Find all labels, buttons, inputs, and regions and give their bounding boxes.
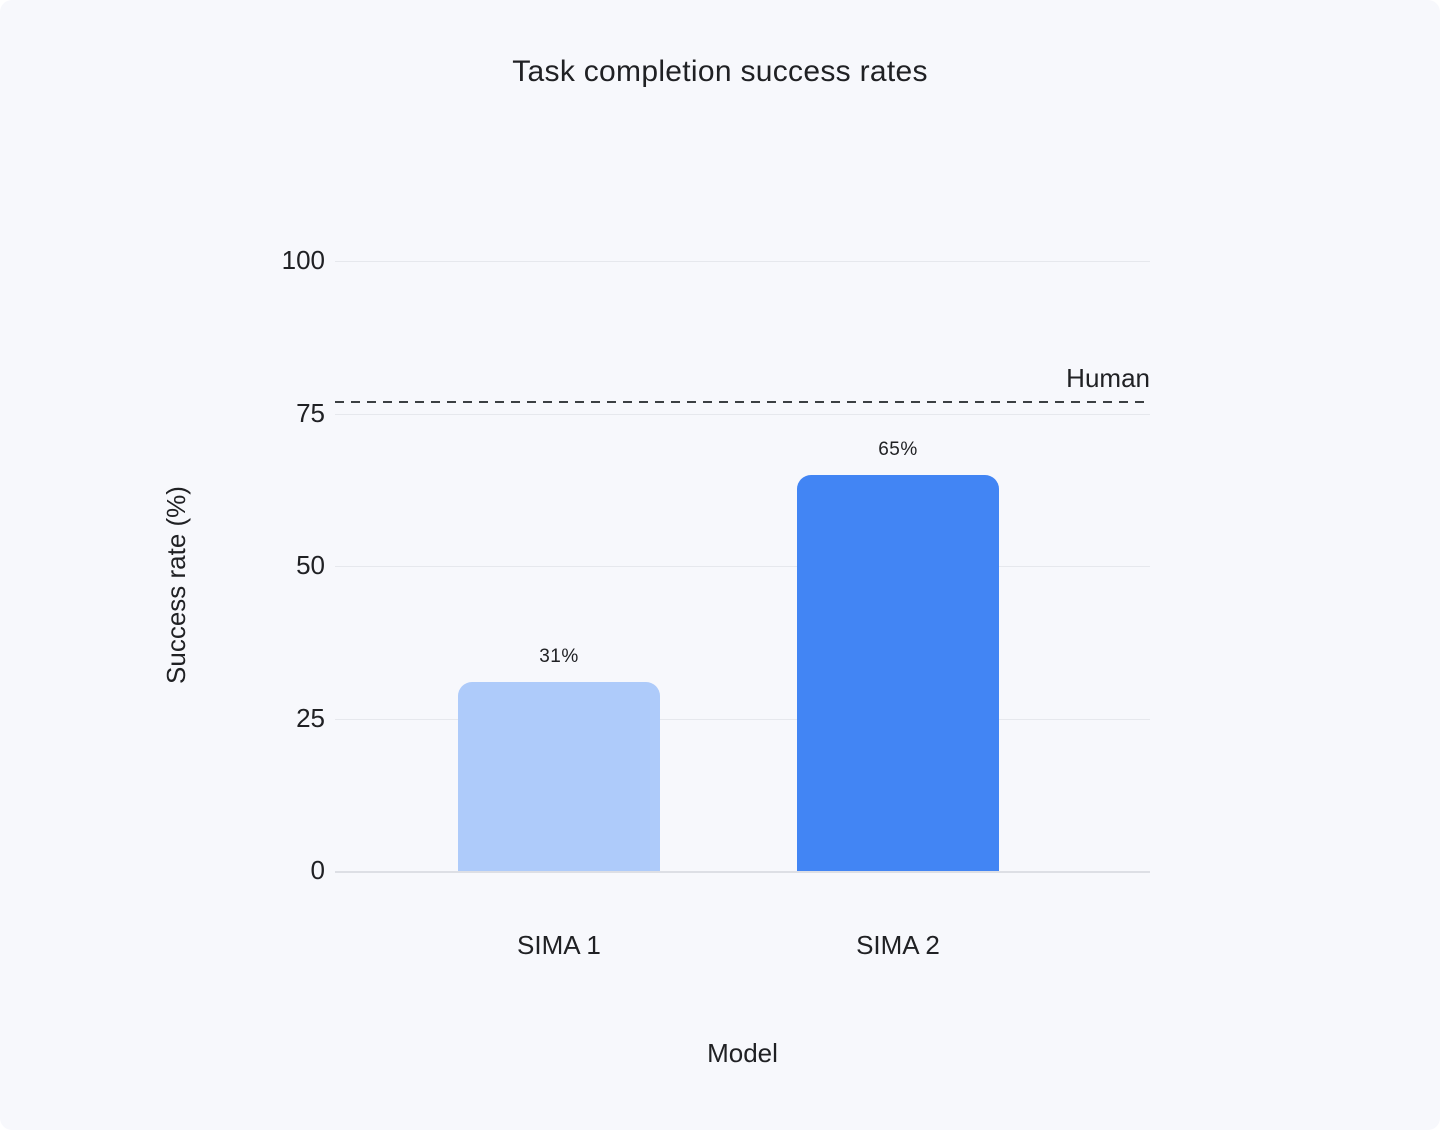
gridline-y-0	[335, 871, 1150, 873]
gridline-y-75	[335, 413, 1150, 415]
plot-area	[335, 261, 1150, 873]
bar-sima-1	[457, 681, 660, 871]
x-axis-title: Model	[707, 1038, 778, 1068]
x-tick-label-sima-1: SIMA 1	[517, 930, 601, 960]
x-tick-label-sima-2: SIMA 2	[856, 930, 940, 960]
y-tick-label-50: 50	[296, 550, 325, 580]
human-baseline-label: Human	[1066, 363, 1150, 394]
y-tick-label-100: 100	[281, 245, 325, 275]
y-tick-label-75: 75	[296, 397, 325, 428]
bar-sima-2	[797, 474, 999, 871]
chart-title: Task completion success rates	[512, 55, 928, 88]
human-baseline-line	[335, 401, 1150, 404]
y-tick-label-25: 25	[296, 702, 325, 733]
gridline-y-100	[335, 261, 1150, 262]
bar-value-label-sima-1: 31%	[539, 645, 579, 667]
y-tick-label-0: 0	[310, 855, 325, 885]
bar-value-label-sima-2: 65%	[878, 438, 918, 460]
gridline-y-25	[335, 718, 1150, 720]
gridline-y-50	[335, 566, 1150, 567]
y-axis-title: Success rate (%)	[161, 486, 191, 684]
